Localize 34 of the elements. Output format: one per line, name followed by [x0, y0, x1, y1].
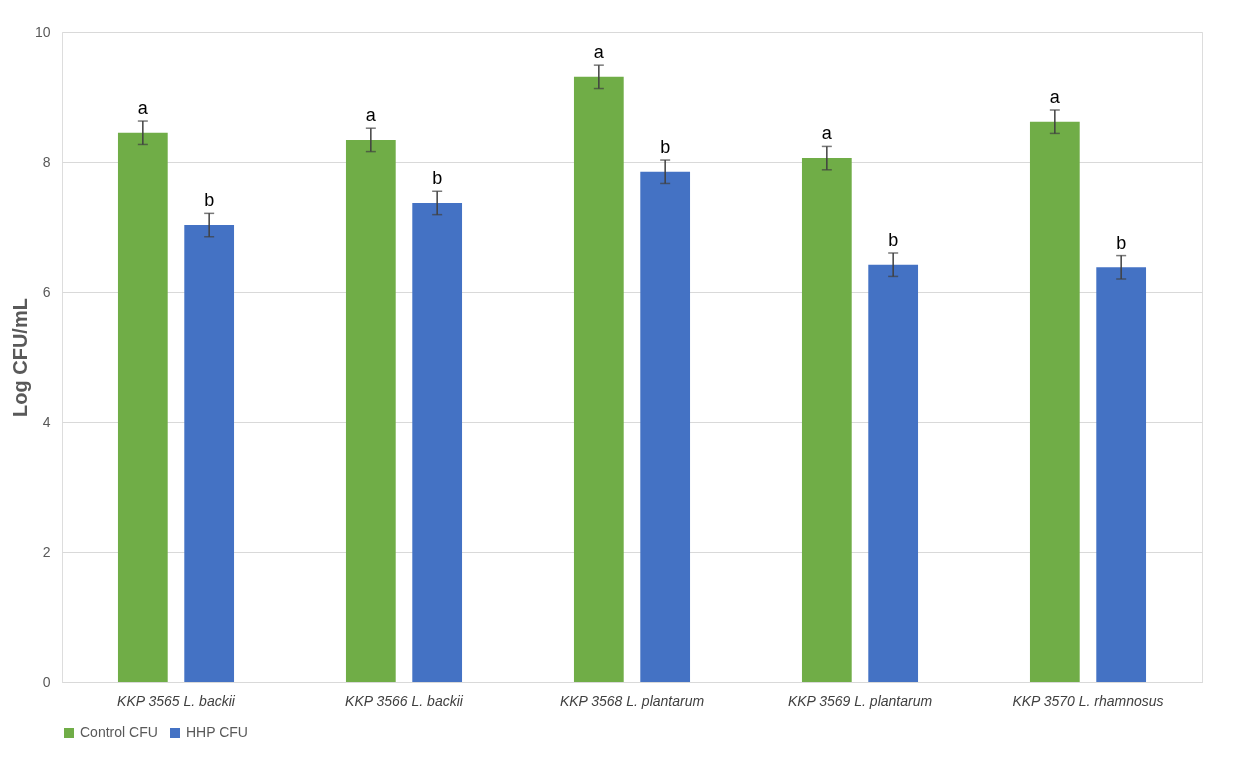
bar [640, 171, 691, 682]
data-label: b [660, 137, 671, 158]
y-tick-label: 6 [42, 283, 51, 300]
x-tick-label: KKP 3565 L. backii [117, 692, 236, 709]
data-label: b [432, 168, 443, 189]
x-tick-label: KKP 3569 L. plantarum [787, 692, 933, 709]
bar [1029, 121, 1080, 682]
y-tick-label: 0 [42, 673, 51, 690]
data-label: b [1116, 232, 1127, 253]
legend-label: HHP CFU [186, 724, 248, 740]
data-label: a [137, 98, 149, 119]
bar [412, 202, 463, 682]
y-tick-label: 2 [42, 543, 51, 560]
data-label: a [365, 105, 377, 126]
data-label: b [204, 190, 215, 211]
bar [345, 139, 396, 682]
x-tick-label: KKP 3566 L. backii [345, 692, 464, 709]
data-label: a [821, 123, 833, 144]
x-tick-label: KKP 3570 L. rhamnosus [1012, 692, 1164, 709]
bar [573, 76, 624, 682]
bar [117, 132, 168, 682]
data-label: a [593, 42, 605, 63]
y-tick-label: 10 [34, 23, 51, 40]
bar [1096, 267, 1147, 682]
y-tick-label: 4 [42, 413, 51, 430]
data-label: a [1049, 87, 1061, 107]
bar [801, 158, 852, 682]
y-tick-label: 8 [42, 153, 51, 170]
bar [184, 225, 235, 682]
y-axis-title: Log CFU/mL [8, 298, 31, 417]
x-tick-label: KKP 3568 L. plantarum [559, 692, 705, 709]
bar [868, 264, 919, 682]
legend-label: Control CFU [80, 724, 158, 740]
data-label: b [888, 230, 899, 250]
